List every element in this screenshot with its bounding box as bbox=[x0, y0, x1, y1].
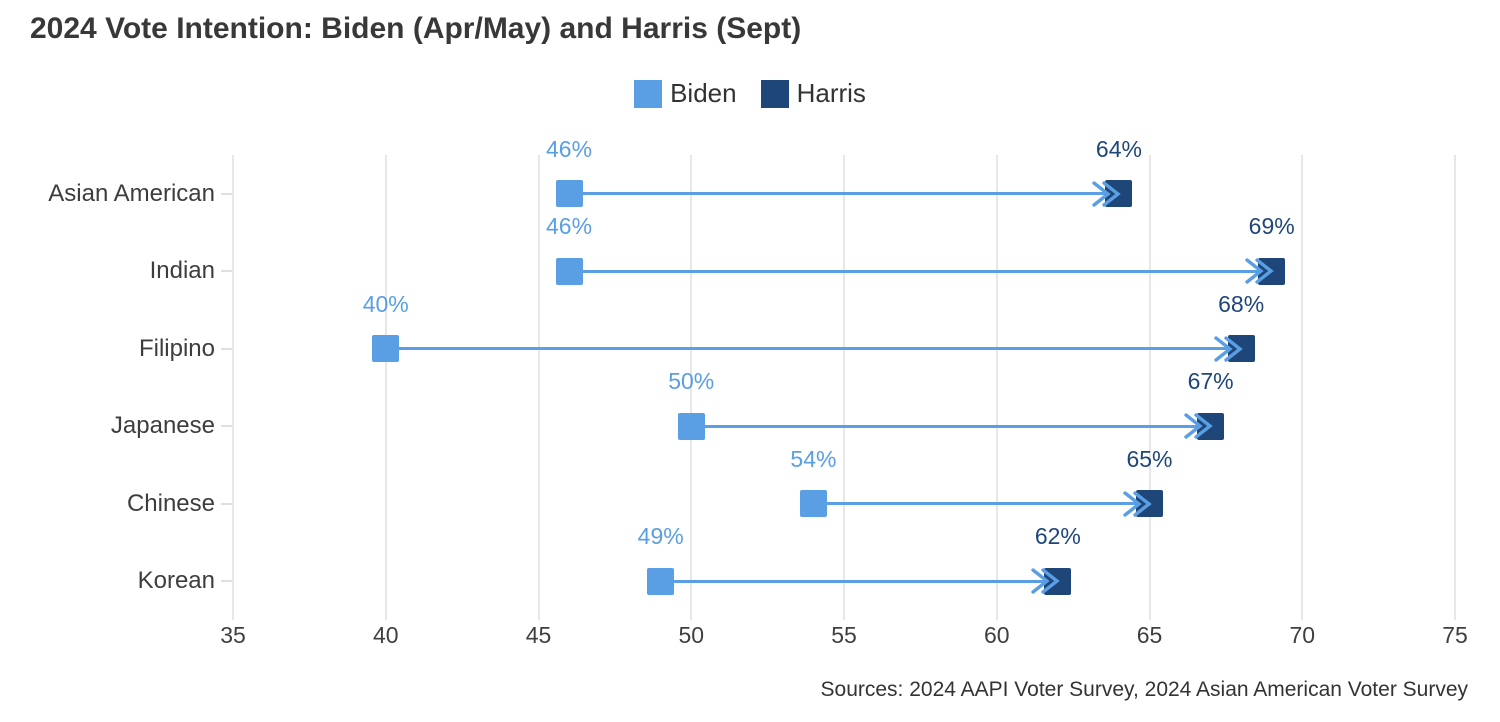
legend-item-harris: Harris bbox=[760, 78, 866, 109]
category-label-indian: Indian bbox=[149, 257, 215, 285]
harris-value-label: 65% bbox=[1126, 445, 1173, 472]
gridline-50 bbox=[690, 155, 693, 620]
arrowhead-icon bbox=[1031, 568, 1060, 594]
category-tick bbox=[221, 425, 232, 428]
x-tick-label-35: 35 bbox=[220, 622, 246, 648]
biden-value-label: 40% bbox=[362, 290, 409, 317]
gridline-75 bbox=[1454, 155, 1456, 620]
harris-value-label: 62% bbox=[1034, 523, 1081, 550]
category-tick bbox=[221, 192, 232, 195]
biden-marker bbox=[677, 412, 705, 440]
biden-marker bbox=[647, 567, 675, 595]
x-tick-label-60: 60 bbox=[983, 622, 1010, 648]
x-tick-label-50: 50 bbox=[678, 622, 705, 648]
legend-label: Biden bbox=[670, 78, 737, 108]
gridline-70 bbox=[1301, 155, 1304, 620]
harris-value-label: 69% bbox=[1248, 213, 1295, 240]
category-label-japanese: Japanese bbox=[110, 412, 215, 440]
category-tick bbox=[221, 347, 232, 350]
category-tick bbox=[221, 502, 232, 505]
gridline-35 bbox=[232, 155, 234, 620]
biden-value-label: 49% bbox=[637, 523, 684, 550]
biden-value-label: 50% bbox=[668, 368, 715, 395]
x-tick-label-55: 55 bbox=[831, 622, 857, 648]
arrowhead-icon bbox=[1244, 258, 1274, 284]
x-tick-label-40: 40 bbox=[372, 622, 399, 648]
harris-value-label: 68% bbox=[1218, 290, 1265, 317]
arrowhead-icon bbox=[1183, 413, 1213, 439]
harris-value-label: 64% bbox=[1095, 135, 1142, 162]
x-tick-label-65: 65 bbox=[1136, 622, 1163, 648]
category-tick bbox=[221, 270, 232, 273]
biden-value-label: 46% bbox=[546, 135, 593, 162]
arrowhead-icon bbox=[1092, 181, 1121, 207]
category-tick bbox=[221, 580, 232, 583]
gridline-55 bbox=[843, 155, 845, 620]
arrow-line bbox=[660, 579, 1058, 583]
legend: Biden Harris bbox=[0, 78, 1500, 109]
arrow-line bbox=[385, 347, 1242, 351]
biden-marker bbox=[372, 335, 400, 363]
category-label-asian-american: Asian American bbox=[48, 179, 215, 207]
biden-value-label: 54% bbox=[790, 445, 837, 472]
arrowhead-icon bbox=[1122, 491, 1152, 517]
arrowhead-icon bbox=[1214, 336, 1243, 362]
x-tick-label-45: 45 bbox=[525, 622, 552, 648]
gridline-45 bbox=[537, 155, 540, 620]
category-label-filipino: Filipino bbox=[138, 334, 215, 362]
category-label-chinese: Chinese bbox=[126, 489, 215, 517]
biden-value-label: 46% bbox=[546, 213, 593, 240]
biden-marker bbox=[555, 180, 583, 208]
biden-marker bbox=[555, 257, 583, 285]
x-tick-label-70: 70 bbox=[1289, 622, 1316, 648]
arrow-line bbox=[569, 192, 1119, 196]
x-tick-label-75: 75 bbox=[1442, 622, 1468, 648]
arrow-line bbox=[813, 502, 1150, 506]
legend-swatch-harris bbox=[760, 79, 789, 108]
biden-marker bbox=[799, 490, 827, 518]
arrow-line bbox=[691, 424, 1211, 428]
source-note: Sources: 2024 AAPI Voter Survey, 2024 As… bbox=[820, 678, 1468, 701]
legend-label: Harris bbox=[796, 78, 866, 108]
chart-title: 2024 Vote Intention: Biden (Apr/May) and… bbox=[30, 12, 802, 45]
gridline-65 bbox=[1148, 155, 1151, 620]
legend-swatch-biden bbox=[634, 79, 663, 108]
arrow-line bbox=[569, 269, 1272, 273]
category-label-korean: Korean bbox=[137, 567, 215, 595]
legend-item-biden: Biden bbox=[634, 78, 737, 109]
harris-value-label: 67% bbox=[1187, 368, 1234, 395]
gridline-40 bbox=[384, 155, 387, 620]
gridline-60 bbox=[995, 155, 998, 620]
